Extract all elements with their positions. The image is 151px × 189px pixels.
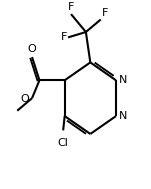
- Text: F: F: [102, 8, 109, 18]
- Text: F: F: [61, 32, 67, 42]
- Text: Cl: Cl: [58, 138, 69, 148]
- Text: F: F: [68, 2, 74, 12]
- Text: N: N: [119, 111, 128, 121]
- Text: O: O: [27, 44, 36, 54]
- Text: N: N: [119, 75, 128, 85]
- Text: O: O: [21, 94, 29, 104]
